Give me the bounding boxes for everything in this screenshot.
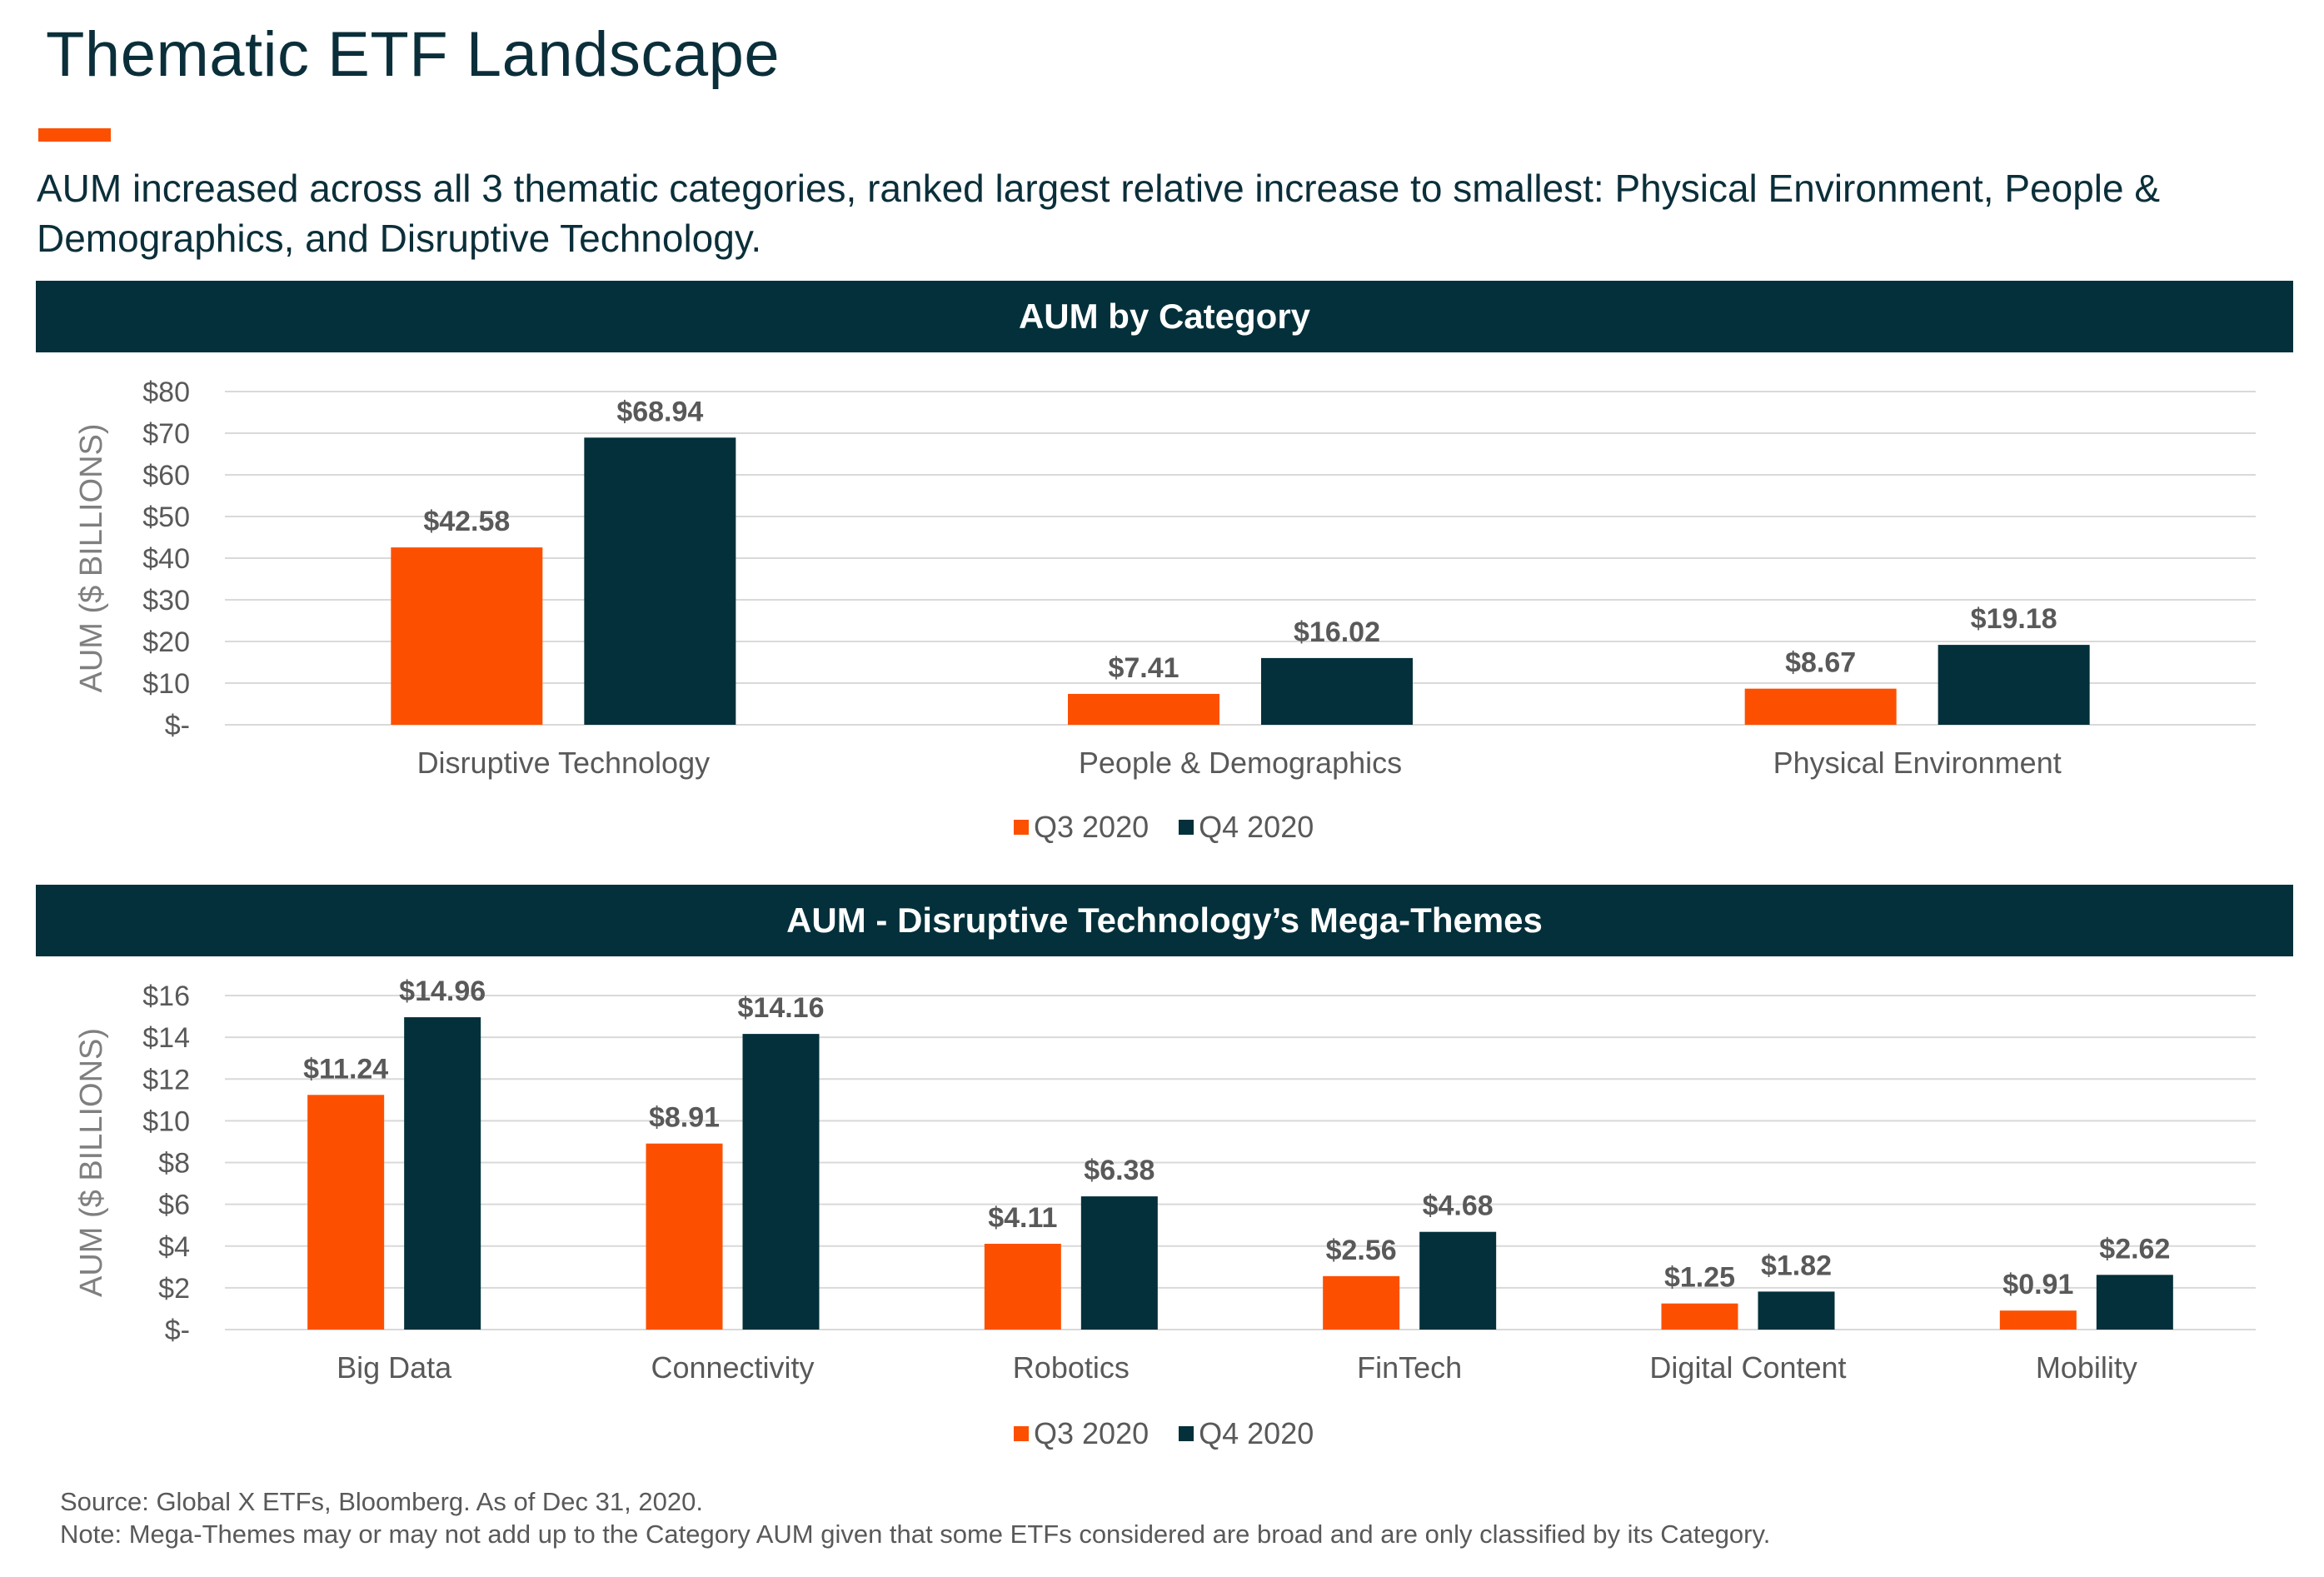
note-footnote: Note: Mega-Themes may or may not add up … <box>60 1520 1771 1549</box>
bar-q4 <box>1419 1231 1497 1330</box>
y-tick-label: $8 <box>158 1148 190 1180</box>
bar-q4 <box>1261 657 1413 725</box>
data-label: $1.82 <box>1761 1250 1832 1281</box>
x-category-label: Mobility <box>2036 1350 2137 1385</box>
chart2-title: AUM - Disruptive Technology’s Mega-Theme… <box>786 901 1543 940</box>
bar-q3 <box>391 547 543 725</box>
bar-q3 <box>984 1243 1061 1330</box>
x-category-label: Disruptive Technology <box>417 746 711 780</box>
chart1-header: AUM by Category <box>36 281 2293 352</box>
legend-item-q3: Q3 2020 <box>1014 810 1149 845</box>
x-category-label: Connectivity <box>651 1350 814 1385</box>
legend-label-q4: Q4 2020 <box>1199 1416 1314 1450</box>
legend-label-q4: Q4 2020 <box>1199 810 1314 844</box>
y-tick-label: $20 <box>142 626 190 658</box>
data-label: $0.91 <box>2002 1269 2073 1300</box>
bar-q4 <box>2096 1275 2173 1330</box>
chart1-legend: Q3 2020 Q4 2020 <box>1014 810 1344 845</box>
chart1-title: AUM by Category <box>1018 297 1311 336</box>
bar-q3 <box>646 1143 723 1330</box>
title-accent-bar <box>38 128 111 142</box>
y-tick-label: $14 <box>142 1022 190 1054</box>
y-axis-title: AUM ($ BILLIONS) <box>74 1028 109 1297</box>
data-label: $4.11 <box>988 1202 1057 1234</box>
legend-swatch-q4 <box>1179 1426 1194 1441</box>
x-category-label: FinTech <box>1357 1350 1462 1385</box>
y-tick-label: $16 <box>142 981 190 1012</box>
page-title: Thematic ETF Landscape <box>46 19 780 90</box>
data-label: $68.94 <box>616 396 703 427</box>
bar-q3 <box>1999 1310 2077 1330</box>
chart2-legend: Q3 2020 Q4 2020 <box>1014 1416 1344 1451</box>
y-tick-label: $50 <box>142 502 190 533</box>
data-label: $16.02 <box>1294 616 1380 648</box>
y-tick-label: $6 <box>158 1190 190 1221</box>
x-category-label: People & Demographics <box>1079 746 1402 780</box>
bar-q4 <box>1080 1196 1158 1330</box>
source-footnote: Source: Global X ETFs, Bloomberg. As of … <box>60 1487 703 1516</box>
bar-q3 <box>1323 1275 1400 1330</box>
legend-item-q4: Q4 2020 <box>1179 1416 1314 1451</box>
chart2-header: AUM - Disruptive Technology’s Mega-Theme… <box>36 885 2293 956</box>
y-tick-label: $10 <box>142 668 190 700</box>
data-label: $7.41 <box>1108 652 1179 684</box>
category-aum-chart: $- $10 $20 $30 $40 $50 $60 $70 $80 AUM ($ BILLION… <box>74 377 2256 780</box>
data-label: $42.58 <box>423 506 510 537</box>
y-axis-title: AUM ($ BILLIONS) <box>74 423 109 692</box>
y-tick-label: $80 <box>142 377 190 408</box>
page-subtitle: AUM increased across all 3 thematic cate… <box>37 167 2161 260</box>
data-label: $4.68 <box>1423 1190 1494 1222</box>
x-category-label: Robotics <box>1013 1350 1130 1385</box>
data-label: $2.56 <box>1326 1235 1397 1266</box>
bar-q4 <box>404 1017 481 1330</box>
y-tick-label: $- <box>165 710 190 741</box>
y-tick-label: $70 <box>142 418 190 450</box>
data-label: $8.91 <box>649 1102 720 1134</box>
data-label: $11.24 <box>303 1053 388 1085</box>
bar-q4 <box>584 437 736 725</box>
legend-item-q4: Q4 2020 <box>1179 810 1314 845</box>
bar-q4 <box>742 1034 820 1330</box>
data-label: $14.96 <box>399 976 486 1007</box>
data-label: $1.25 <box>1664 1262 1735 1294</box>
legend-swatch-q3 <box>1014 820 1029 835</box>
data-label: $14.16 <box>738 992 825 1024</box>
legend-label-q3: Q3 2020 <box>1034 810 1150 844</box>
data-label: $6.38 <box>1084 1155 1155 1186</box>
y-tick-label: $12 <box>142 1064 190 1095</box>
y-tick-label: $4 <box>158 1231 190 1263</box>
bar-q4 <box>1758 1291 1835 1330</box>
megatheme-aum-chart: $- $2 $4 $6 $8 $10 $12 $14 $16 AUM ($ BILLIONS) $1… <box>74 976 2256 1385</box>
legend-label-q3: Q3 2020 <box>1034 1416 1150 1450</box>
y-tick-label: $- <box>165 1315 190 1346</box>
legend-swatch-q3 <box>1014 1426 1029 1441</box>
x-category-label: Digital Content <box>1649 1350 1846 1385</box>
x-category-label: Physical Environment <box>1773 746 2062 780</box>
x-category-label: Big Data <box>337 1350 452 1385</box>
bar-q3 <box>1744 688 1897 725</box>
data-label: $19.18 <box>1971 603 2057 635</box>
legend-swatch-q4 <box>1179 820 1194 835</box>
data-label: $2.62 <box>2099 1233 2170 1265</box>
bar-q3 <box>307 1095 385 1330</box>
data-label: $8.67 <box>1785 647 1856 679</box>
legend-item-q3: Q3 2020 <box>1014 1416 1149 1451</box>
y-tick-label: $10 <box>142 1105 190 1137</box>
y-tick-label: $2 <box>158 1273 190 1305</box>
bar-q3 <box>1661 1303 1738 1330</box>
bar-q4 <box>1937 645 2090 725</box>
y-tick-label: $60 <box>142 460 190 492</box>
y-tick-label: $30 <box>142 585 190 616</box>
y-tick-label: $40 <box>142 543 190 575</box>
bar-q3 <box>1068 693 1219 725</box>
